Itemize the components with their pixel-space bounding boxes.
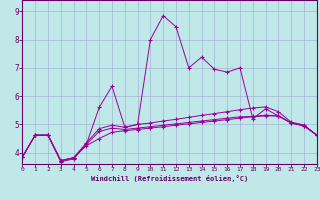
X-axis label: Windchill (Refroidissement éolien,°C): Windchill (Refroidissement éolien,°C) (91, 175, 248, 182)
